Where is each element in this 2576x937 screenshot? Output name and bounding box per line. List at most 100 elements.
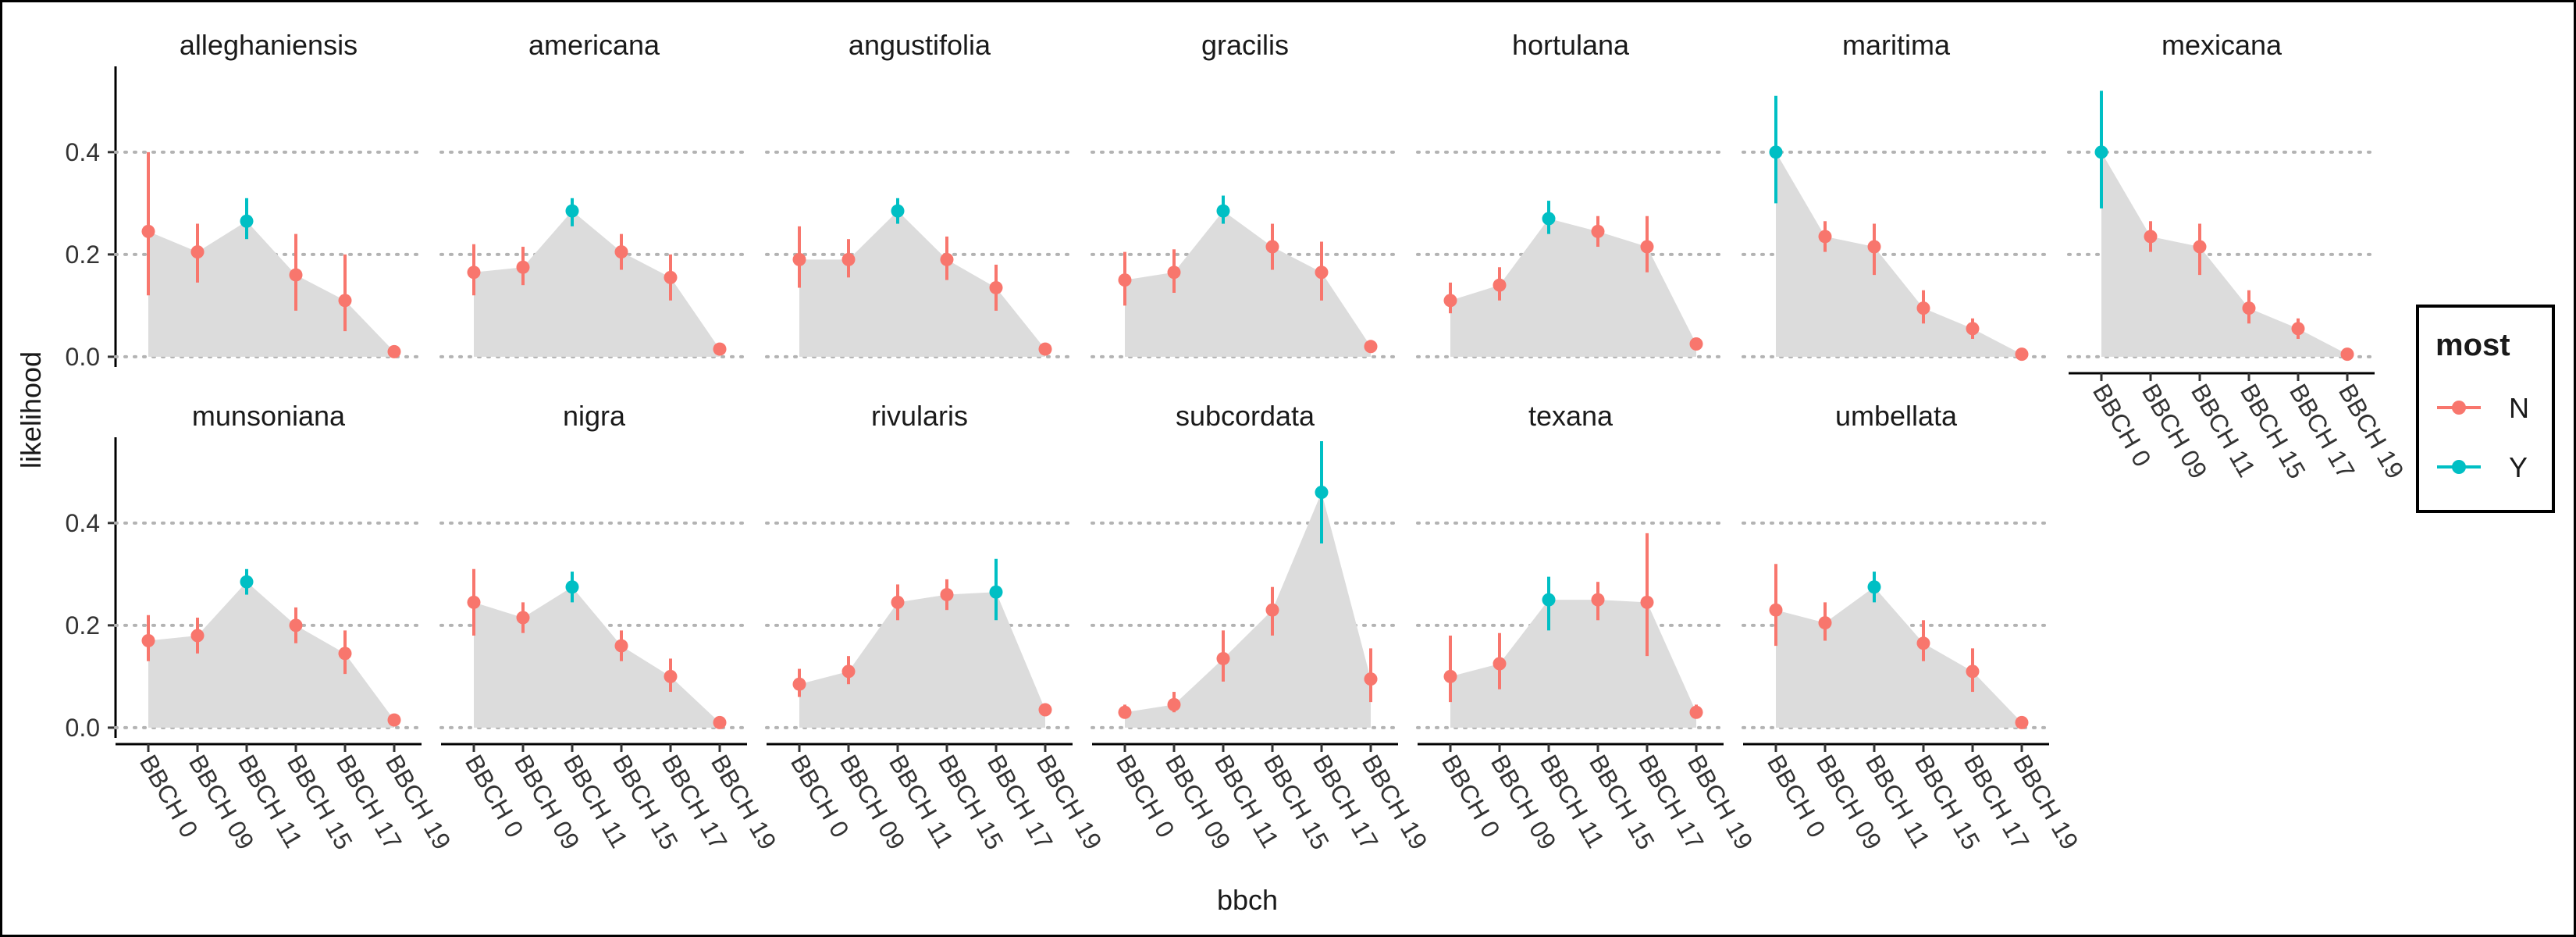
area-angustifolia — [799, 211, 1045, 357]
facet-title: americana — [528, 29, 660, 61]
data-point — [1364, 672, 1378, 686]
data-point — [2015, 715, 2029, 729]
data-point — [841, 252, 856, 266]
data-point — [1966, 322, 1980, 336]
area-americana — [474, 211, 720, 357]
data-point — [1167, 265, 1181, 280]
data-point — [387, 713, 401, 727]
data-point — [1315, 265, 1329, 280]
facet-title: munsoniana — [192, 400, 346, 432]
data-point — [387, 344, 401, 358]
area-umbellata — [1776, 586, 2022, 728]
facet-title: subcordata — [1176, 400, 1315, 432]
data-point — [1542, 593, 1556, 607]
data-point — [2242, 301, 2256, 315]
data-point — [467, 265, 481, 280]
data-point — [2291, 322, 2305, 336]
data-point — [1216, 204, 1230, 218]
data-point — [792, 252, 806, 266]
data-point — [1867, 240, 1881, 254]
area-nigra — [474, 586, 720, 728]
data-point — [565, 580, 579, 594]
data-point — [1443, 669, 1457, 683]
data-point — [713, 342, 727, 356]
data-point — [891, 204, 905, 218]
data-point — [1216, 651, 1230, 665]
data-point — [989, 280, 1003, 294]
area-alleghaniensis — [148, 221, 394, 357]
data-point — [190, 245, 205, 259]
data-point — [1038, 703, 1052, 717]
data-point — [1118, 273, 1132, 287]
facet-title: rivularis — [871, 400, 968, 432]
y-tick-label: 0.2 — [66, 611, 100, 640]
data-point — [2340, 347, 2354, 362]
data-point — [1689, 337, 1703, 351]
y-axis-title: likelihood — [15, 351, 47, 468]
data-point — [2144, 230, 2158, 244]
data-point — [338, 647, 352, 661]
data-point — [2015, 347, 2029, 362]
data-point — [1443, 294, 1457, 308]
x-axis-title: bbch — [1217, 884, 1278, 916]
data-point — [841, 664, 856, 679]
data-point — [1867, 580, 1881, 594]
facet-title: maritima — [1842, 29, 1951, 61]
data-point — [1364, 340, 1378, 354]
y-tick-label: 0.4 — [66, 509, 100, 537]
data-point — [2193, 240, 2207, 254]
data-point — [289, 268, 303, 282]
area-subcordata — [1125, 492, 1371, 728]
data-point — [1591, 224, 1605, 238]
data-point — [289, 618, 303, 632]
facet-title: nigra — [563, 400, 626, 432]
facet-title: alleghaniensis — [180, 29, 358, 61]
y-tick-label: 0.0 — [66, 714, 100, 742]
facet-title: texana — [1528, 400, 1614, 432]
area-mexicana — [2101, 151, 2347, 357]
data-point — [516, 260, 530, 274]
data-point — [141, 634, 155, 648]
data-point — [240, 575, 254, 589]
data-point — [1591, 593, 1605, 607]
data-point — [338, 294, 352, 308]
area-hortulana — [1450, 219, 1696, 357]
data-point — [240, 214, 254, 228]
legend-title: most — [2435, 328, 2510, 362]
data-point — [1542, 212, 1556, 226]
data-point — [664, 669, 678, 683]
data-point — [1265, 603, 1279, 617]
area-munsoniana — [148, 582, 394, 728]
y-tick-label: 0.0 — [66, 343, 100, 371]
area-rivularis — [799, 592, 1045, 728]
area-texana — [1450, 600, 1696, 728]
data-point — [1315, 486, 1329, 500]
data-point — [141, 224, 155, 238]
area-maritima — [1776, 151, 2022, 357]
facet-title: umbellata — [1835, 400, 1958, 432]
data-point — [614, 245, 628, 259]
facet-title: hortulana — [1512, 29, 1630, 61]
data-point — [1640, 240, 1654, 254]
facet-title: mexicana — [2161, 29, 2282, 61]
data-point — [1689, 705, 1703, 719]
data-point — [664, 270, 678, 284]
data-point — [891, 595, 905, 609]
data-point — [1818, 616, 1832, 630]
data-point — [1966, 664, 1980, 679]
data-point — [190, 629, 205, 643]
legend-label: N — [2509, 392, 2529, 424]
area-gracilis — [1125, 211, 1371, 357]
data-point — [792, 677, 806, 691]
data-point — [713, 715, 727, 729]
data-point — [1118, 705, 1132, 719]
legend-key-point — [2452, 401, 2466, 415]
data-point — [1640, 595, 1654, 609]
data-point — [2094, 145, 2108, 159]
data-point — [1818, 230, 1832, 244]
facet-title: angustifolia — [849, 29, 991, 61]
data-point — [1769, 603, 1783, 617]
data-point — [1265, 240, 1279, 254]
